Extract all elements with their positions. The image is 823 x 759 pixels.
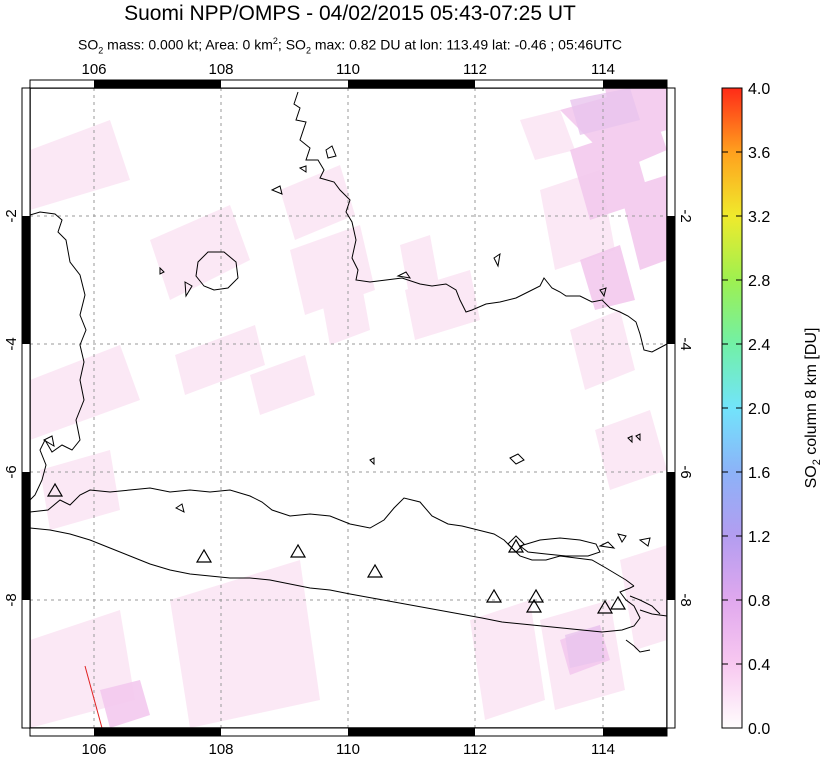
lat-tick-label: -6 — [677, 465, 694, 478]
graticule — [30, 88, 667, 728]
volcano-markers — [46, 482, 627, 614]
lat-tick-label: -6 — [3, 465, 20, 478]
colorbar-tick-label: 2.8 — [748, 273, 770, 290]
lon-tick-label: 114 — [591, 61, 615, 78]
colorbar: 4.0 3.6 3.2 2.8 2.4 2.0 1.6 1.2 0.8 0.4 … — [721, 81, 823, 738]
volcano-marker — [195, 548, 213, 563]
lon-tick-label: 106 — [81, 741, 106, 758]
lon-tick-label: 110 — [336, 61, 360, 78]
lon-tick-label: 112 — [463, 61, 487, 78]
colorbar-title: SO2 column 8 km [DU] — [803, 328, 823, 489]
colorbar-tick-label: 2.0 — [748, 401, 770, 418]
lat-tick-labels-right: -2 -4 -6 -8 — [677, 209, 694, 606]
colorbar-tick-label: 2.4 — [748, 337, 770, 354]
lon-tick-labels-bottom: 106 108 110 112 114 — [81, 741, 614, 758]
volcano-marker — [507, 538, 525, 553]
lon-tick-label: 114 — [591, 741, 615, 758]
colorbar-tick-label: 0.8 — [748, 593, 770, 610]
lon-tick-label: 108 — [208, 61, 233, 78]
so2-pixel-layer — [30, 88, 667, 728]
colorbar-tick-label: 3.6 — [748, 145, 770, 162]
lat-tick-labels-left: -2 -4 -6 -8 — [3, 209, 20, 606]
colorbar-tick-label: 0.4 — [748, 657, 770, 674]
coastlines — [30, 91, 667, 653]
volcano-marker — [609, 595, 627, 610]
colorbar-tick-label: 0.0 — [748, 721, 770, 738]
lon-tick-label: 108 — [208, 741, 233, 758]
colorbar-tick-label: 3.2 — [748, 209, 770, 226]
lat-tick-label: -2 — [3, 209, 20, 222]
lon-tick-labels-top: 106 108 110 112 114 — [81, 61, 614, 78]
volcano-marker — [46, 482, 64, 497]
volcano-marker — [366, 563, 384, 578]
colorbar-tick-label: 4.0 — [748, 81, 770, 98]
lon-tick-label: 106 — [81, 61, 106, 78]
lat-tick-label: -8 — [3, 593, 20, 606]
lon-tick-label: 110 — [336, 741, 360, 758]
map-border-bars — [21, 79, 676, 737]
volcano-marker — [289, 543, 307, 558]
lat-tick-label: -8 — [677, 593, 694, 606]
volcano-marker — [527, 588, 545, 603]
lat-tick-label: -4 — [3, 337, 20, 350]
subtitle: SO2 mass: 0.000 kt; Area: 0 km2; SO2 max… — [78, 36, 622, 56]
colorbar-tick-label: 1.6 — [748, 465, 770, 482]
volcano-marker — [525, 598, 543, 613]
colorbar-tick-label: 1.2 — [748, 529, 770, 546]
volcano-marker — [485, 588, 503, 603]
lat-tick-label: -2 — [677, 209, 694, 222]
lon-tick-label: 112 — [463, 741, 487, 758]
lat-tick-label: -4 — [677, 337, 694, 350]
orbit-track-line — [84, 665, 103, 729]
volcano-marker — [596, 599, 614, 614]
page-title: Suomi NPP/OMPS - 04/02/2015 05:43-07:25 … — [124, 2, 576, 25]
